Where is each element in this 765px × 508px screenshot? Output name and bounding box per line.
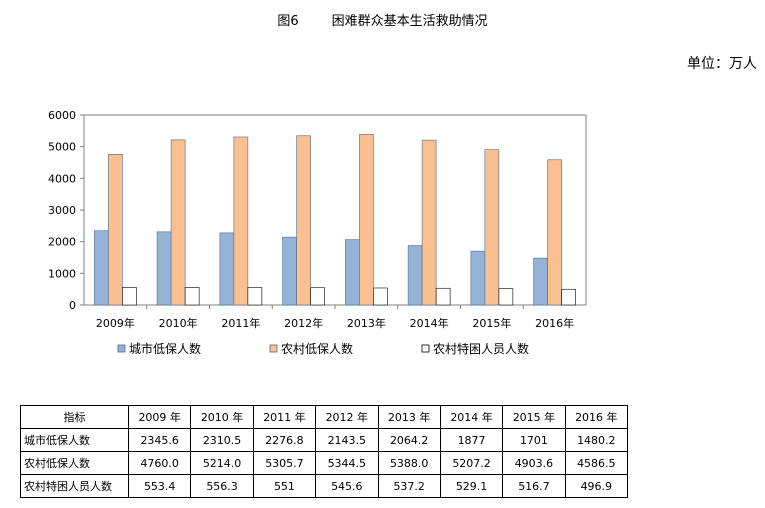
- table-header-year: 2010 年: [190, 405, 254, 429]
- figure-title: 图6 困难群众基本生活救助情况: [277, 14, 488, 29]
- bar: [184, 287, 200, 306]
- data-table: 指标 2009 年 2010 年 2011 年 2012 年 2013 年 20…: [20, 405, 629, 498]
- bar: [498, 288, 514, 306]
- table-cell: 1877: [439, 428, 504, 452]
- legend-swatch: [269, 344, 278, 353]
- bar: [421, 139, 437, 306]
- bar: [373, 287, 388, 306]
- table-header-year: 2015 年: [502, 405, 566, 429]
- bar: [282, 236, 297, 306]
- table-cell: 529.1: [439, 474, 504, 498]
- table-cell: 556.3: [190, 474, 254, 498]
- bar: [156, 231, 172, 306]
- bar: [310, 287, 325, 306]
- y-tick-label: 6000: [48, 109, 76, 122]
- table-header-year: 2013 年: [377, 405, 441, 429]
- bar: [296, 135, 311, 306]
- x-tick-label: 2016年: [535, 316, 574, 330]
- table-cell: 2345.6: [127, 428, 192, 452]
- bar: [470, 250, 486, 306]
- legend-swatch: [117, 344, 126, 353]
- table-row: 城市低保人数 2345.6 2310.5 2276.8 2143.5 2064.…: [20, 428, 629, 452]
- bar: [122, 287, 137, 306]
- table-header-year: 2009 年: [127, 405, 192, 429]
- bar: [561, 288, 576, 306]
- table-cell: 5214.0: [190, 451, 254, 475]
- legend-label: 农村特困人员人数: [433, 341, 529, 356]
- table-header-year: 2011 年: [252, 405, 317, 429]
- table-cell: 5344.5: [315, 451, 379, 475]
- table-header-year: 2012 年: [315, 405, 379, 429]
- x-tick-label: 2015年: [472, 316, 511, 330]
- table-row-label: 农村低保人数: [20, 451, 129, 475]
- x-tick-label: 2010年: [159, 316, 198, 330]
- legend-label: 农村低保人数: [281, 341, 353, 356]
- table-cell: 4903.6: [502, 451, 566, 475]
- table-row-label: 城市低保人数: [20, 428, 129, 452]
- table-cell: 553.4: [127, 474, 192, 498]
- bar: [219, 232, 235, 306]
- bar: [533, 257, 548, 306]
- bar: [359, 134, 374, 306]
- table-header-year: 2016 年: [564, 405, 629, 429]
- table-cell: 4760.0: [127, 451, 192, 475]
- bar: [94, 230, 109, 306]
- table-header-label: 指标: [20, 405, 129, 429]
- table-cell: 1701: [502, 428, 566, 452]
- bar: [547, 159, 562, 306]
- table-row: 农村特困人员人数 553.4 556.3 551 545.6 537.2 529…: [20, 474, 629, 498]
- bar: [247, 287, 263, 306]
- bar: [345, 239, 360, 306]
- bar-chart: 0 1000 2000 3000 4000 5000 6000 2009年 2010年 2011年…: [48, 109, 587, 356]
- y-tick-label: 1000: [48, 267, 76, 280]
- x-tick-label: 2014年: [410, 316, 449, 330]
- bar: [435, 287, 451, 306]
- unit-label: 单位：万人: [687, 56, 757, 72]
- table-cell: 545.6: [315, 474, 379, 498]
- table-row: 农村低保人数 4760.0 5214.0 5305.7 5344.5 5388.…: [20, 451, 629, 475]
- x-tick-label: 2011年: [221, 316, 260, 330]
- y-tick-label: 3000: [48, 204, 76, 217]
- table-header-year: 2014 年: [439, 405, 504, 429]
- table-cell: 2276.8: [252, 428, 317, 452]
- table-cell: 5388.0: [377, 451, 441, 475]
- bar: [484, 149, 500, 306]
- table-cell: 516.7: [502, 474, 566, 498]
- table-cell: 5305.7: [252, 451, 317, 475]
- table-cell: 551: [252, 474, 317, 498]
- x-tick-label: 2009年: [96, 316, 135, 330]
- table-cell: 2064.2: [377, 428, 441, 452]
- table-cell: 5207.2: [439, 451, 504, 475]
- table-cell: 2310.5: [190, 428, 254, 452]
- x-tick-label: 2012年: [284, 316, 323, 330]
- y-tick-label: 4000: [48, 172, 76, 185]
- bar: [108, 153, 123, 306]
- legend-label: 城市低保人数: [129, 341, 201, 356]
- y-tick-label: 2000: [48, 236, 76, 249]
- table-row-label: 农村特困人员人数: [20, 474, 129, 498]
- table-header-row: 指标 2009 年 2010 年 2011 年 2012 年 2013 年 20…: [20, 405, 629, 429]
- y-tick-label: 0: [69, 299, 76, 312]
- table-cell: 496.9: [564, 474, 629, 498]
- table-cell: 2143.5: [315, 428, 379, 452]
- bar: [407, 245, 423, 306]
- bar: [170, 139, 186, 306]
- legend-swatch: [421, 344, 430, 353]
- x-tick-label: 2013年: [347, 316, 386, 330]
- table-cell: 1480.2: [564, 428, 629, 452]
- y-tick-label: 5000: [48, 141, 76, 154]
- table-cell: 4586.5: [564, 451, 629, 475]
- bar: [233, 136, 249, 306]
- table-cell: 537.2: [377, 474, 441, 498]
